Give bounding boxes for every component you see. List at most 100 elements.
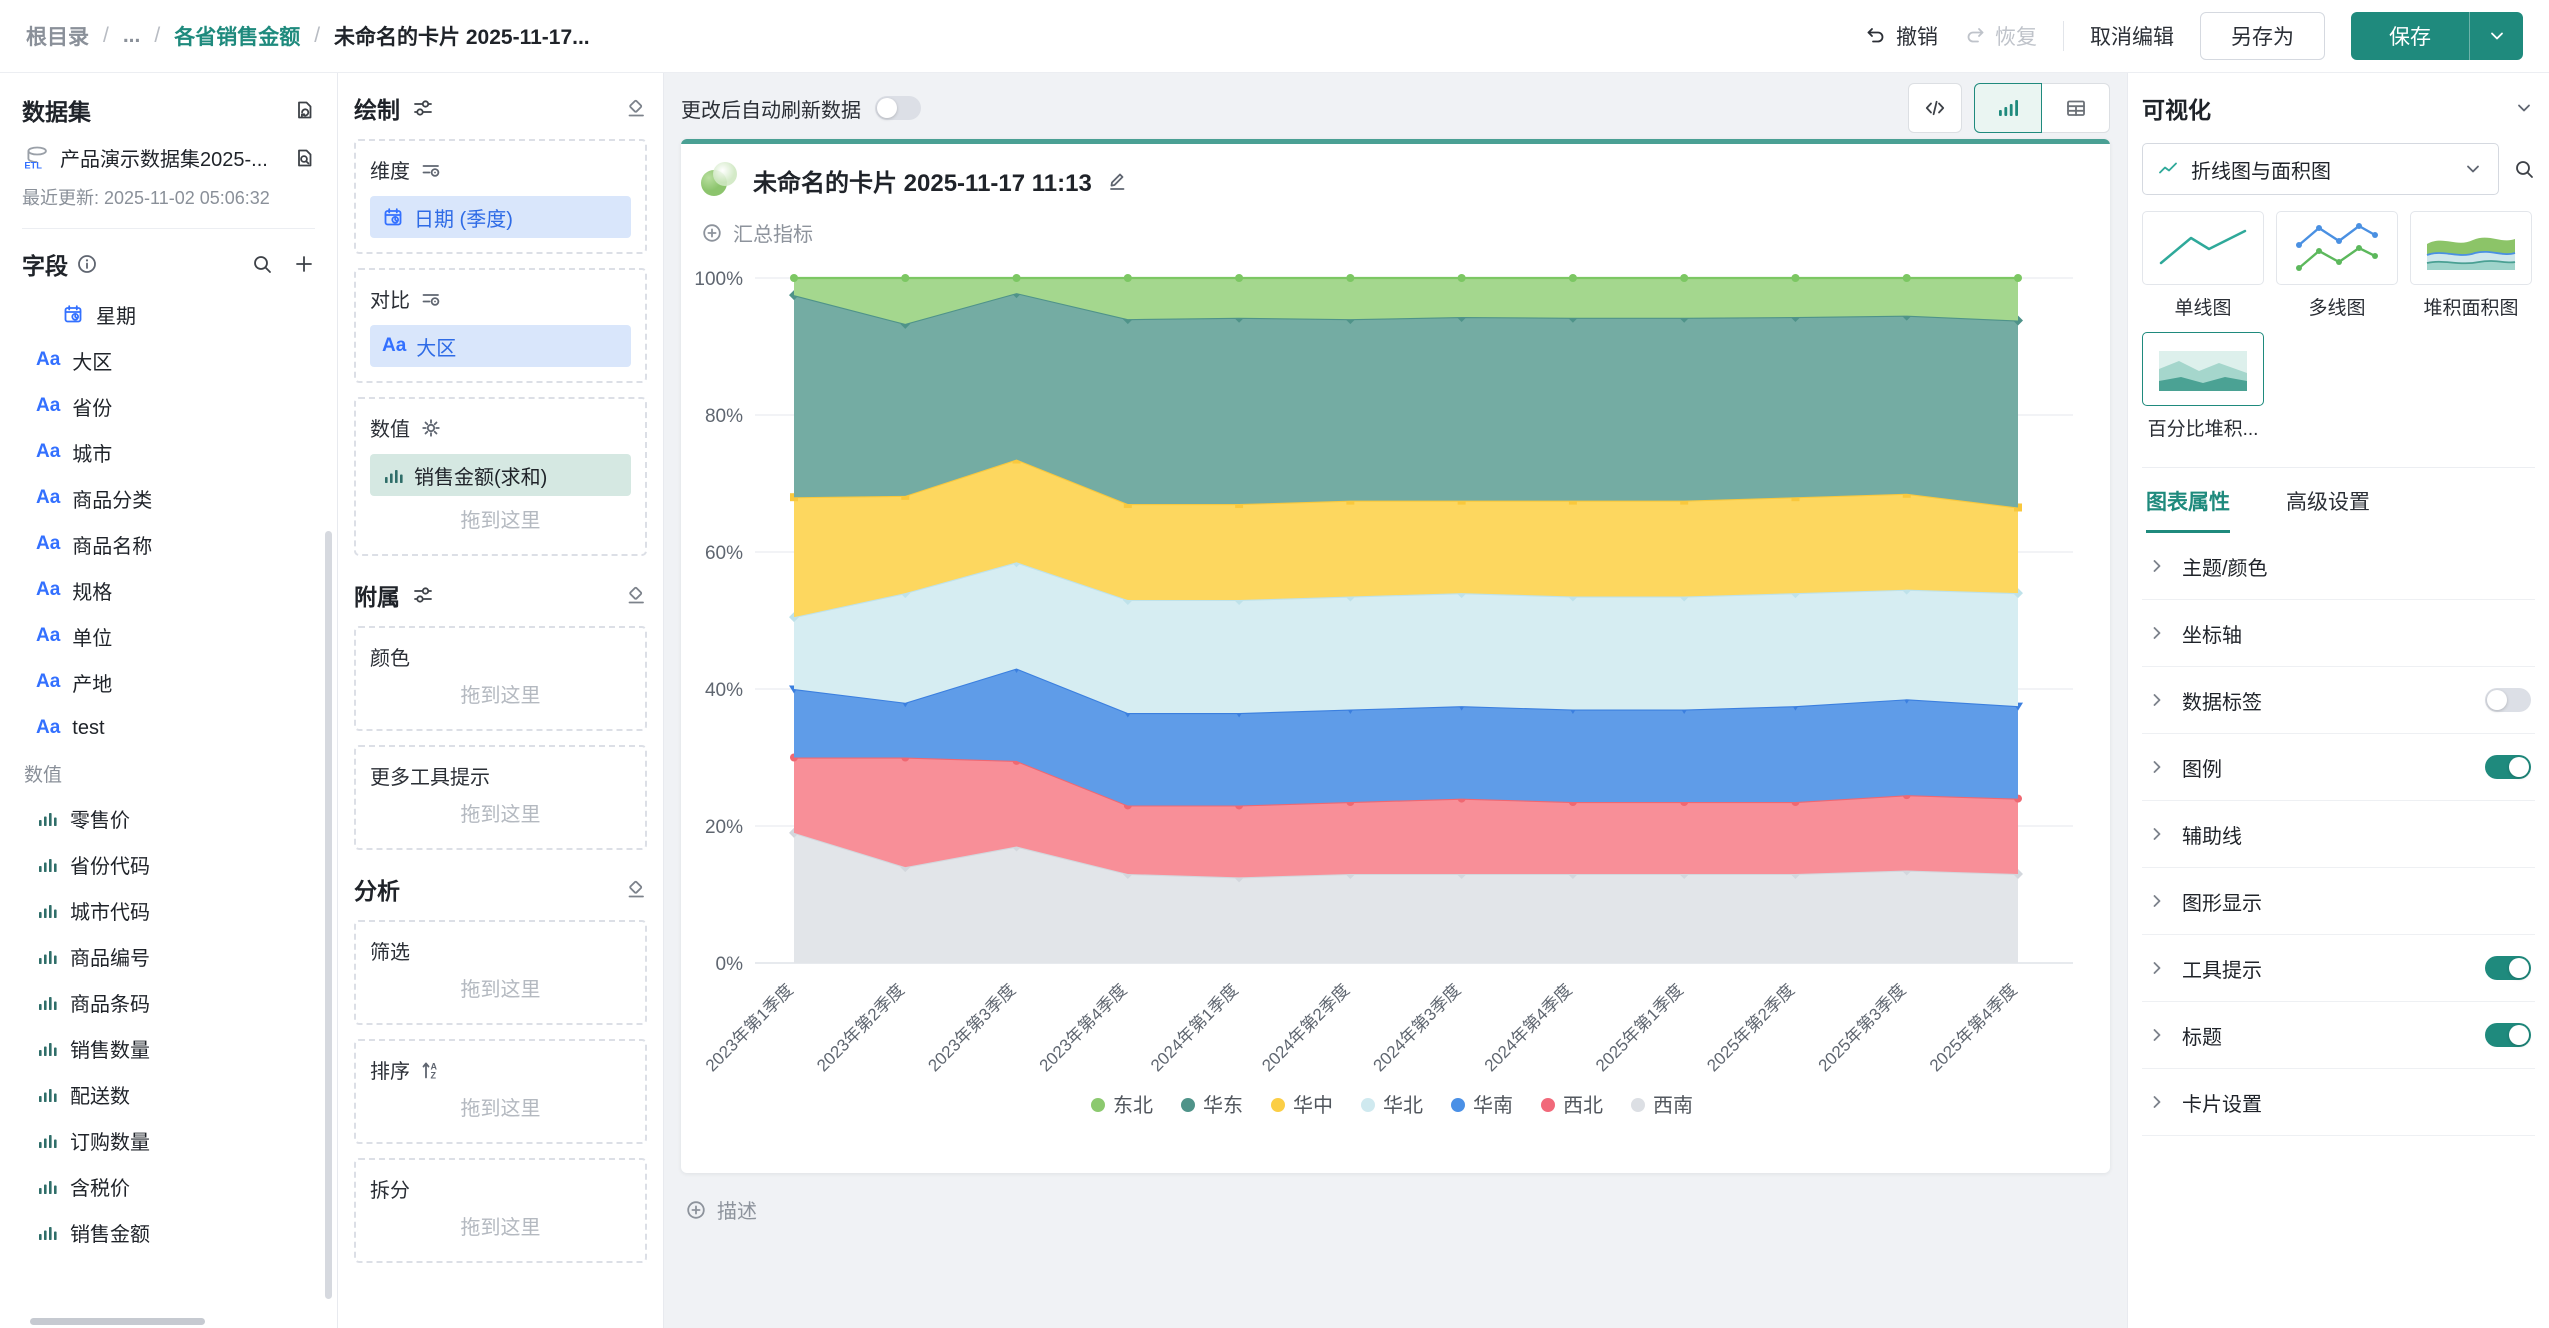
property-row-assist-line[interactable]: 辅助线 <box>2142 801 2535 868</box>
summary-metric-row[interactable]: 汇总指标 <box>681 204 2110 247</box>
legend-item[interactable]: 华中 <box>1271 1094 1333 1117</box>
field-item[interactable]: Aa省份 <box>0 383 337 429</box>
save-button[interactable]: 保存 <box>2351 12 2469 60</box>
field-item[interactable]: Aa单位 <box>0 613 337 659</box>
title-toggle[interactable] <box>2485 1023 2531 1047</box>
field-item[interactable]: Aa商品名称 <box>0 521 337 567</box>
collapse-panel-icon[interactable] <box>2513 97 2535 119</box>
property-row-card-settings[interactable]: 卡片设置 <box>2142 1069 2535 1136</box>
field-item[interactable]: 城市代码 <box>0 887 337 933</box>
switch-dataset-icon[interactable] <box>293 99 315 121</box>
legend-item[interactable]: 华北 <box>1361 1094 1423 1117</box>
cancel-edit-button[interactable]: 取消编辑 <box>2090 21 2174 51</box>
field-chip[interactable]: 销售金额(求和) <box>370 454 631 496</box>
gear-icon[interactable] <box>420 417 442 439</box>
breadcrumb-item[interactable]: 各省销售金额 <box>174 21 300 51</box>
field-item[interactable]: 含税价 <box>0 1163 337 1209</box>
chart-type-single-line[interactable]: 单线图 <box>2142 211 2264 320</box>
field-item[interactable]: 销售数量 <box>0 1025 337 1071</box>
chart-type-select[interactable]: 折线图与面积图 <box>2142 143 2499 195</box>
search-fields-icon[interactable] <box>251 253 273 275</box>
line-zigzag-icon <box>2157 158 2179 180</box>
legend-item[interactable]: 西北 <box>1541 1094 1603 1117</box>
filter-sort-icon[interactable] <box>420 288 442 310</box>
chevron-right-icon <box>2146 957 2168 979</box>
auto-refresh-toggle[interactable] <box>875 96 921 120</box>
field-item[interactable]: 销售金额 <box>0 1209 337 1255</box>
bar-chart-icon <box>36 1037 58 1059</box>
property-row-theme-color[interactable]: 主题/颜色 <box>2142 533 2535 600</box>
property-row-tooltip[interactable]: 工具提示 <box>2142 935 2535 1002</box>
chart-type-stacked-area[interactable]: 堆积面积图 <box>2410 211 2532 320</box>
field-chip[interactable]: 日期 (季度) <box>370 196 631 238</box>
field-item[interactable]: 商品编号 <box>0 933 337 979</box>
legend-toggle[interactable] <box>2485 755 2531 779</box>
code-icon <box>1924 97 1946 119</box>
legend-item[interactable]: 华东 <box>1181 1094 1243 1117</box>
field-item[interactable]: 省份代码 <box>0 841 337 887</box>
field-item[interactable]: 商品条码 <box>0 979 337 1025</box>
property-label: 数据标签 <box>2182 686 2262 715</box>
field-item[interactable]: Aa商品分类 <box>0 475 337 521</box>
field-chip[interactable]: Aa大区 <box>370 325 631 367</box>
field-item[interactable]: Aa产地 <box>0 659 337 705</box>
chevron-right-icon <box>2146 689 2168 711</box>
property-row-graphic-display[interactable]: 图形显示 <box>2142 868 2535 935</box>
clear-draw-icon[interactable] <box>625 97 647 119</box>
field-label: 零售价 <box>70 804 130 833</box>
field-item[interactable]: Aatest <box>0 705 337 751</box>
field-item[interactable]: Aa大区 <box>0 337 337 383</box>
code-view-button[interactable] <box>1908 83 1962 133</box>
sort-az-icon[interactable]: AZ <box>420 1059 442 1081</box>
breadcrumb-item[interactable]: 根目录 <box>26 21 89 51</box>
tab-advanced[interactable]: 高级设置 <box>2286 486 2370 533</box>
table-view-button[interactable] <box>2042 83 2110 133</box>
sidebar-horizontal-scrollbar[interactable] <box>30 1318 205 1325</box>
redo-button[interactable]: 恢复 <box>1964 21 2037 51</box>
svg-text:0%: 0% <box>716 954 744 975</box>
field-item[interactable]: 零售价 <box>0 795 337 841</box>
description-row[interactable]: 描述 <box>681 1195 2110 1224</box>
add-field-icon[interactable] <box>293 253 315 275</box>
tab-chart-props[interactable]: 图表属性 <box>2146 486 2230 533</box>
chevron-right-icon <box>2146 890 2168 912</box>
toggle-knob <box>2509 1025 2529 1045</box>
preview-dataset-icon[interactable] <box>293 147 315 169</box>
clear-analysis-icon[interactable] <box>625 878 647 900</box>
filter-sort-icon[interactable] <box>420 159 442 181</box>
legend-item[interactable]: 西南 <box>1631 1094 1693 1117</box>
edit-title-icon[interactable] <box>1106 169 1128 191</box>
field-item[interactable]: 订购数量 <box>0 1117 337 1163</box>
chart-type-multi-line[interactable]: 多线图 <box>2276 211 2398 320</box>
sidebar-vertical-scrollbar[interactable] <box>325 531 332 1299</box>
bar-chart-icon <box>36 853 58 875</box>
chevron-right-icon <box>2146 555 2168 577</box>
breadcrumb-item[interactable]: ... <box>123 24 141 48</box>
legend-item[interactable]: 东北 <box>1091 1094 1153 1117</box>
chart-type-percent-stacked-area[interactable]: 百分比堆积... <box>2142 332 2264 441</box>
sliders-icon[interactable] <box>412 584 434 606</box>
sliders-icon[interactable] <box>412 97 434 119</box>
tooltip-toggle[interactable] <box>2485 956 2531 980</box>
save-as-button[interactable]: 另存为 <box>2200 12 2325 60</box>
card-avatar <box>699 160 739 200</box>
legend-item[interactable]: 华南 <box>1451 1094 1513 1117</box>
undo-button[interactable]: 撤销 <box>1865 21 1938 51</box>
field-item[interactable]: 配送数 <box>0 1071 337 1117</box>
chart-type-thumbnail <box>2142 332 2264 406</box>
property-row-axis[interactable]: 坐标轴 <box>2142 600 2535 667</box>
field-item[interactable]: Aa规格 <box>0 567 337 613</box>
text-field-icon: Aa <box>382 335 406 357</box>
field-item[interactable]: 星期 <box>0 291 337 337</box>
clear-attach-icon[interactable] <box>625 584 647 606</box>
property-row-legend[interactable]: 图例 <box>2142 734 2535 801</box>
property-row-data-label[interactable]: 数据标签 <box>2142 667 2535 734</box>
search-chart-type-icon[interactable] <box>2513 158 2535 180</box>
property-row-title[interactable]: 标题 <box>2142 1002 2535 1069</box>
save-dropdown-button[interactable] <box>2469 12 2523 60</box>
data-label-toggle[interactable] <box>2485 688 2531 712</box>
dataset-name[interactable]: 产品演示数据集2025-... <box>60 143 283 172</box>
field-item[interactable]: Aa城市 <box>0 429 337 475</box>
viz-tabs: 图表属性 高级设置 <box>2142 467 2535 533</box>
chart-view-button[interactable] <box>1974 83 2042 133</box>
